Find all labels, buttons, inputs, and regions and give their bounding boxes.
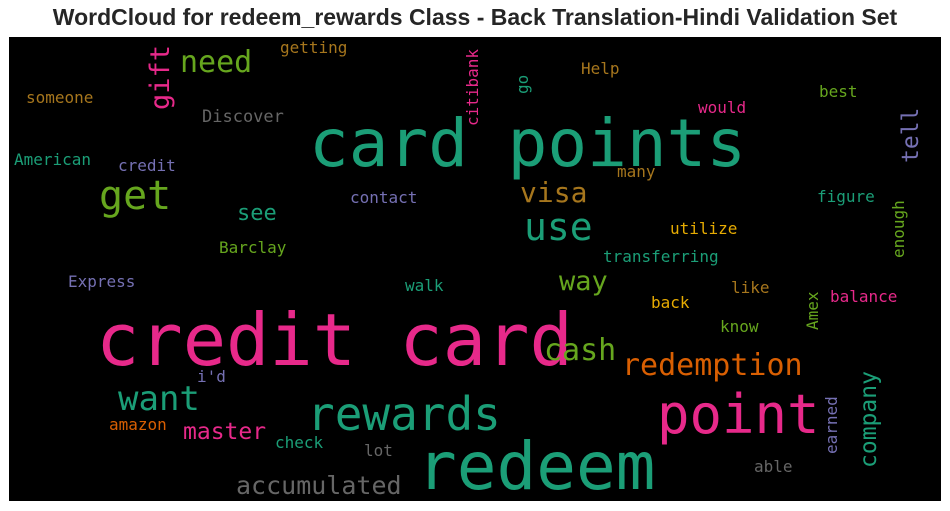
word-like: like bbox=[731, 278, 770, 297]
word-check: check bbox=[275, 433, 324, 452]
word-rewards: rewards bbox=[307, 387, 501, 441]
word-someone: someone bbox=[26, 88, 94, 107]
word-discover: Discover bbox=[202, 107, 284, 127]
word-amex: Amex bbox=[803, 291, 822, 330]
word-contact: contact bbox=[350, 188, 418, 207]
word-transferring: transferring bbox=[603, 247, 719, 266]
word-citibank: citibank bbox=[463, 48, 482, 126]
word-credit: credit bbox=[118, 156, 176, 175]
word-see: see bbox=[237, 201, 277, 226]
word-visa: visa bbox=[520, 176, 588, 209]
word-company: company bbox=[856, 371, 882, 468]
word-redeem: redeem bbox=[417, 428, 656, 501]
word-cloud: card points credit card redeem point rew… bbox=[9, 37, 941, 501]
word-figure: figure bbox=[817, 187, 875, 206]
chart-title: WordCloud for redeem_rewards Class - Bac… bbox=[52, 4, 898, 30]
word-help: Help bbox=[581, 59, 620, 78]
word-go: go bbox=[513, 74, 532, 94]
word-best: best bbox=[819, 82, 858, 101]
word-need: need bbox=[180, 45, 253, 80]
word-point: point bbox=[657, 383, 820, 446]
word-barclay: Barclay bbox=[219, 238, 287, 257]
word-balance: balance bbox=[830, 287, 898, 306]
word-getting: getting bbox=[280, 38, 348, 57]
word-id: i'd bbox=[197, 367, 226, 386]
word-american: American bbox=[14, 150, 92, 169]
word-redemption: redemption bbox=[622, 348, 803, 383]
word-express: Express bbox=[68, 272, 136, 291]
word-accumulated: accumulated bbox=[236, 471, 402, 500]
word-earned: earned bbox=[822, 396, 841, 454]
word-walk: walk bbox=[405, 276, 444, 295]
word-would: would bbox=[698, 98, 747, 117]
word-utilize: utilize bbox=[670, 219, 738, 238]
word-able: able bbox=[754, 457, 793, 476]
word-master: master bbox=[183, 419, 267, 445]
word-know: know bbox=[720, 317, 759, 336]
word-back: back bbox=[651, 293, 690, 312]
word-get: get bbox=[99, 173, 172, 219]
word-credit-card: credit card bbox=[96, 298, 573, 382]
word-lot: lot bbox=[364, 441, 393, 460]
word-many: many bbox=[617, 162, 656, 181]
word-amazon: amazon bbox=[109, 415, 167, 434]
word-cash: cash bbox=[544, 333, 617, 368]
word-want: want bbox=[118, 379, 200, 419]
word-way: way bbox=[559, 266, 608, 297]
word-gift: gift bbox=[145, 44, 176, 110]
word-card-points: card points bbox=[309, 105, 747, 182]
word-use: use bbox=[524, 205, 593, 249]
word-tell: tell bbox=[898, 107, 924, 163]
word-enough: enough bbox=[889, 200, 908, 258]
